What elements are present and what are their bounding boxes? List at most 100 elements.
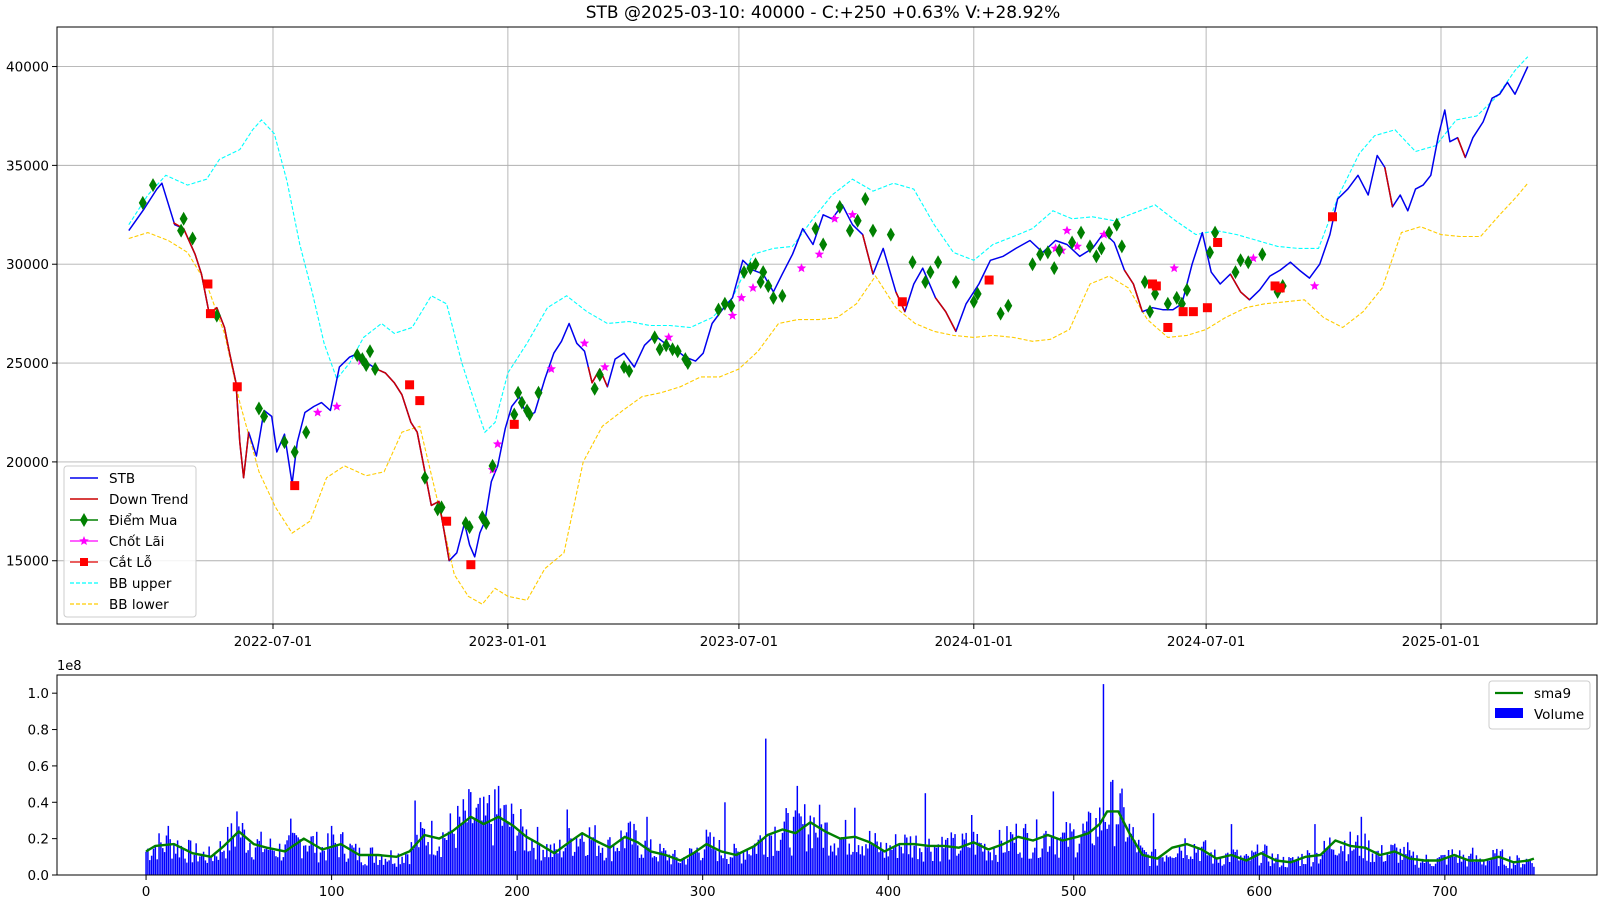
volume-bar (1501, 849, 1504, 875)
volume-bar (449, 813, 452, 875)
volume-bar (336, 846, 338, 875)
buy-marker (437, 500, 446, 515)
volume-bar (1520, 867, 1522, 875)
volume-bar (245, 852, 247, 875)
volume-bar (1043, 833, 1045, 875)
volume-bar (1262, 850, 1264, 875)
volume-bar (1021, 857, 1023, 875)
volume-bar (794, 810, 797, 875)
volume-bar (230, 823, 233, 875)
price-x-tick-label: 2025-01-01 (1402, 634, 1480, 650)
volume-bar (280, 860, 283, 875)
volume-y-tick-label: 0.4 (28, 795, 49, 811)
volume-bar (776, 850, 778, 875)
volume-bar (1418, 867, 1420, 875)
volume-bar (1022, 828, 1025, 875)
buy-marker (138, 195, 147, 210)
volume-bar (1440, 855, 1442, 875)
buy-marker (1145, 304, 1154, 319)
buy-marker (811, 221, 820, 236)
volume-bar (893, 848, 895, 875)
volume-bar (1201, 846, 1203, 875)
volume-bar (993, 846, 995, 875)
volume-bar (857, 845, 860, 875)
volume-bar (1199, 861, 1201, 875)
volume-bar (314, 852, 316, 875)
volume-bar (1195, 852, 1197, 875)
volume-bar (219, 841, 222, 875)
volume-bar (746, 850, 748, 875)
volume-bar (948, 859, 951, 875)
volume-bar (599, 852, 602, 875)
volume-bar (262, 852, 264, 875)
volume-bar (995, 854, 997, 875)
volume-bar (1247, 855, 1249, 875)
volume-bar (1124, 841, 1127, 875)
volume-bar (1137, 839, 1140, 875)
volume-bar (436, 850, 439, 875)
volume-bar (1106, 828, 1108, 875)
volume-bar (1212, 863, 1214, 875)
volume-bar (1373, 861, 1376, 875)
volume-x-tick-label: 200 (504, 884, 530, 900)
volume-bar (208, 846, 210, 875)
volume-bar (291, 832, 294, 875)
volume-x-tick-label: 0 (142, 884, 151, 900)
legend-label-down-trend: Down Trend (109, 492, 189, 508)
volume-bar (594, 825, 596, 875)
volume-bar (1117, 824, 1120, 875)
buy-marker (488, 458, 497, 473)
volume-bar (1208, 854, 1210, 875)
volume-bar (739, 852, 741, 875)
volume-bar (495, 814, 498, 875)
volume-bar (453, 833, 455, 875)
volume-bar (265, 847, 268, 875)
legend-box (63, 465, 197, 618)
price-y-tick-label: 30000 (6, 257, 49, 273)
volume-bar (267, 849, 270, 875)
volume-bar (601, 847, 604, 875)
volume-bar (429, 854, 431, 875)
volume-bar (787, 813, 789, 875)
volume-bar (1323, 840, 1325, 875)
volume-bar (1265, 845, 1268, 875)
volume-bar (544, 857, 546, 875)
volume-bar (264, 849, 266, 875)
buy-marker (759, 265, 768, 280)
volume-bar (275, 856, 277, 875)
volume-bar (722, 858, 724, 875)
stop-loss-marker (1202, 303, 1212, 313)
volume-bar (933, 846, 936, 875)
volume-bar (473, 819, 476, 875)
volume-bar (297, 837, 299, 875)
volume-bar (982, 851, 984, 875)
volume-bar (490, 824, 492, 875)
volume-bar (1176, 853, 1179, 875)
volume-bar (674, 850, 676, 875)
volume-bar (833, 843, 836, 875)
volume-bar (1256, 844, 1259, 875)
volume-bar (575, 837, 578, 875)
volume-bar (386, 861, 388, 875)
volume-bar (928, 838, 930, 875)
volume-bar (1310, 866, 1312, 875)
volume-bar (1299, 866, 1301, 875)
volume-bar (1134, 840, 1136, 875)
volume-bar (399, 864, 401, 875)
volume-bar (926, 847, 928, 875)
volume-bar (1477, 861, 1479, 875)
volume-bar (1381, 845, 1383, 875)
volume-bar (1191, 859, 1194, 875)
volume-bar (1325, 848, 1327, 875)
volume-bar (818, 804, 821, 875)
volume-bar (1071, 831, 1073, 875)
volume-bar (176, 840, 179, 875)
volume-bar (405, 853, 407, 875)
volume-bar (258, 840, 260, 875)
volume-bar (1102, 684, 1105, 875)
volume-bar (980, 843, 982, 875)
volume-bar (547, 857, 550, 875)
stop-loss-marker (1188, 307, 1198, 317)
volume-bar (536, 826, 539, 875)
volume-bar (531, 838, 533, 875)
